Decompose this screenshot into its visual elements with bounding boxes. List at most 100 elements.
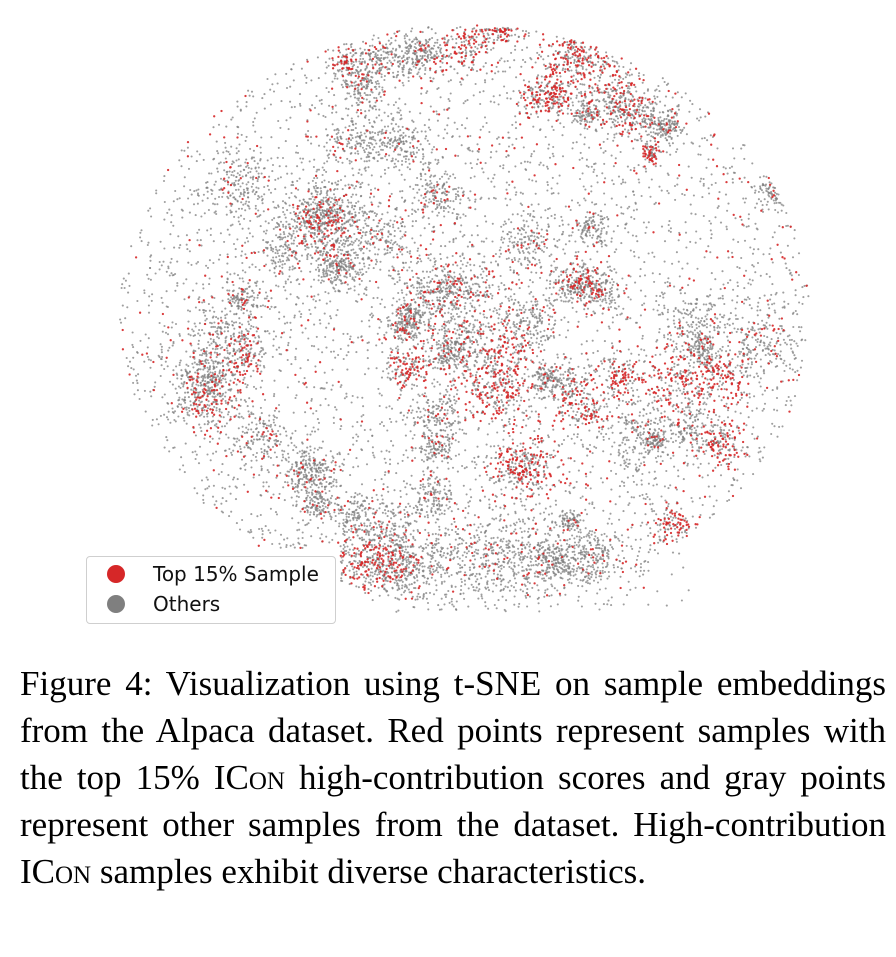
point-others [311, 195, 314, 198]
point-others [332, 267, 335, 270]
point-others [360, 415, 363, 418]
point-others [610, 286, 613, 289]
point-others [610, 522, 613, 525]
point-others [271, 170, 274, 173]
point-others [726, 499, 729, 503]
point-others [124, 317, 127, 320]
point-others [444, 444, 448, 448]
point-others [167, 267, 170, 270]
point-others [255, 387, 258, 390]
point-others [444, 422, 447, 425]
point-others [315, 187, 319, 190]
point-others [752, 426, 755, 429]
point-others [663, 485, 666, 488]
point-others [392, 266, 395, 270]
point-others [220, 502, 223, 505]
point-others [454, 176, 457, 179]
point-others [642, 360, 646, 363]
point-others [583, 197, 586, 200]
point-others [740, 218, 743, 221]
point-others [778, 425, 781, 428]
point-others [716, 147, 719, 150]
point-others [442, 207, 445, 210]
point-others [636, 240, 639, 243]
point-others [249, 219, 252, 222]
point-others [542, 58, 545, 61]
point-others [402, 352, 405, 355]
point-others [782, 291, 785, 294]
point-others [394, 571, 398, 574]
point-others [143, 289, 146, 292]
point-others [529, 56, 532, 60]
point-others [514, 165, 517, 168]
point-others [265, 229, 268, 232]
point-others [664, 499, 667, 502]
point-others [469, 488, 472, 491]
point-others [221, 486, 224, 489]
point-others [521, 29, 524, 32]
point-others [649, 548, 652, 551]
point-others [580, 343, 583, 346]
point-others [575, 114, 578, 117]
point-others [660, 189, 663, 192]
point-others [149, 207, 152, 210]
point-others [529, 212, 532, 216]
point-others [287, 341, 290, 344]
point-others [584, 268, 587, 271]
point-others [656, 339, 659, 342]
point-others [297, 297, 300, 300]
point-others [473, 325, 476, 328]
point-others [701, 503, 704, 507]
point-others [548, 156, 552, 159]
point-others [722, 166, 725, 169]
point-others [642, 221, 645, 224]
point-others [384, 172, 387, 175]
point-others [166, 439, 169, 442]
point-others [310, 79, 313, 82]
point-others [295, 303, 298, 306]
point-others [137, 373, 140, 376]
point-others [577, 469, 580, 472]
point-others [121, 304, 124, 307]
point-others [311, 179, 314, 182]
point-others [719, 288, 722, 291]
point-others [253, 117, 256, 120]
point-others [780, 358, 783, 361]
point-others [278, 352, 281, 356]
point-others [439, 200, 442, 203]
point-others [388, 534, 391, 537]
point-others [699, 116, 702, 119]
point-others [494, 457, 497, 460]
point-others [231, 171, 234, 174]
point-others [589, 471, 592, 474]
point-others [330, 485, 333, 488]
point-others [400, 225, 404, 228]
point-others [493, 185, 496, 188]
point-others [499, 583, 503, 586]
point-others [600, 477, 603, 480]
point-others [637, 256, 640, 259]
point-others [392, 508, 395, 511]
point-others [286, 209, 289, 212]
point-others [422, 593, 425, 596]
point-others [525, 30, 528, 33]
point-others [530, 271, 533, 274]
point-others [621, 540, 624, 544]
point-others [289, 85, 292, 88]
point-others [450, 442, 453, 445]
point-others [441, 460, 444, 463]
point-others [708, 516, 711, 519]
point-others [436, 180, 439, 184]
point-others [491, 222, 494, 225]
point-others [430, 200, 433, 203]
point-others [414, 420, 417, 424]
point-others [755, 372, 758, 375]
point-others [427, 163, 431, 166]
point-others [585, 119, 588, 122]
point-others [277, 146, 280, 149]
point-others [417, 393, 420, 396]
point-others [196, 192, 200, 195]
point-others [395, 579, 398, 582]
point-others [334, 498, 337, 501]
point-others [415, 384, 419, 388]
